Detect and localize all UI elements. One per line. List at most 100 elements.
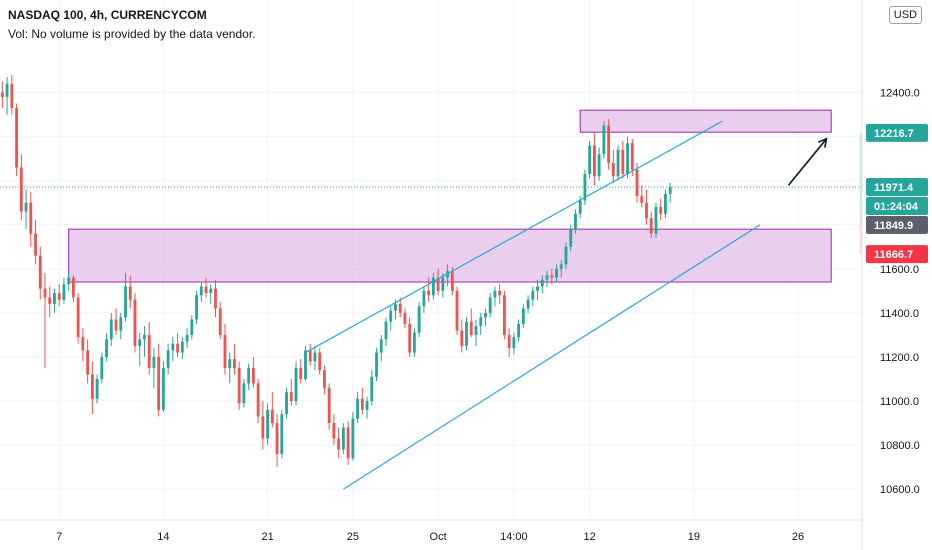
candle-body xyxy=(308,350,312,362)
time-axis[interactable]: 7 14 21 25 Oct 14:00 12 19 26 xyxy=(0,519,862,543)
candle xyxy=(427,277,431,302)
candle xyxy=(526,295,530,313)
candle-body xyxy=(351,418,355,459)
candle xyxy=(460,319,464,353)
candle-body xyxy=(389,310,393,322)
channel-lines xyxy=(305,120,828,490)
candle xyxy=(185,328,189,349)
candle xyxy=(398,297,402,318)
time-tick-label: 14:00 xyxy=(500,531,528,543)
target-zone xyxy=(859,132,862,214)
candle-body xyxy=(583,174,587,201)
time-tick-label: 14 xyxy=(157,531,169,543)
candle-body xyxy=(57,293,61,300)
symbol-title[interactable]: NASDAQ 100, 4h, CURRENCYCOM xyxy=(8,8,207,22)
price-labels: 12216.7 11971.4 01:24:04 11849.9 11666.7 xyxy=(866,123,928,264)
candle-body xyxy=(76,297,80,338)
candle-body xyxy=(659,207,663,214)
candle-body xyxy=(422,290,426,307)
candle-body xyxy=(138,339,142,346)
price-tick-label: 11000.0 xyxy=(880,396,919,408)
candle xyxy=(332,414,336,446)
candle xyxy=(209,284,213,305)
candle xyxy=(67,273,71,291)
candle xyxy=(289,378,293,406)
candle-body xyxy=(517,323,521,338)
candle-body xyxy=(531,290,535,300)
candle-body xyxy=(204,286,208,294)
price-label-bg xyxy=(866,215,928,234)
candle-body xyxy=(62,284,66,300)
candle-body xyxy=(574,213,577,230)
candle xyxy=(635,163,639,203)
candle xyxy=(53,288,56,313)
candle xyxy=(531,286,535,307)
candle xyxy=(327,383,331,430)
price-tick-label: 11600.0 xyxy=(880,264,919,276)
candle-body xyxy=(597,154,601,177)
candle-body xyxy=(10,83,14,108)
candle-body xyxy=(48,297,52,305)
time-tick-label: 12 xyxy=(584,531,596,543)
candle-body xyxy=(365,401,369,410)
candle xyxy=(275,414,279,468)
candle xyxy=(574,209,577,234)
candle-body xyxy=(124,286,127,318)
candle xyxy=(488,293,492,318)
candle xyxy=(645,189,648,225)
candle-body xyxy=(654,207,658,234)
channel-upper-line xyxy=(305,120,723,354)
candle xyxy=(81,328,85,362)
candle xyxy=(29,191,33,247)
candle xyxy=(161,361,165,413)
candle-body xyxy=(24,202,28,212)
candle xyxy=(365,396,369,419)
candle-body xyxy=(128,286,132,300)
candle xyxy=(251,356,255,388)
price-axis[interactable]: 10600.0 10800.0 11000.0 11200.0 11400.0 11600… xyxy=(861,0,932,550)
candle-body xyxy=(0,92,4,97)
candle xyxy=(138,332,142,366)
candle-body xyxy=(247,367,251,384)
candle xyxy=(616,145,620,181)
price-label-text: 01:24:04 xyxy=(874,201,919,213)
candle xyxy=(346,420,350,465)
candle-body xyxy=(488,297,492,313)
candle-body xyxy=(53,293,56,305)
volume-note: Vol: No volume is provided by the data v… xyxy=(8,27,256,41)
candle xyxy=(124,273,127,322)
time-tick-label: 21 xyxy=(261,531,273,543)
candle xyxy=(341,423,345,454)
candle-body xyxy=(228,359,232,368)
price-label: 11971.4 xyxy=(866,177,928,196)
candle-body xyxy=(540,279,544,287)
candle xyxy=(583,169,587,205)
candle-body xyxy=(436,277,440,291)
candle-body xyxy=(379,339,383,353)
candle-body xyxy=(635,169,639,197)
candle-body xyxy=(507,334,511,349)
currency-button[interactable]: USD xyxy=(888,6,922,24)
arrow-line xyxy=(787,138,828,186)
time-tick-label: 19 xyxy=(688,531,700,543)
candle-body xyxy=(621,149,625,175)
candle xyxy=(166,343,170,375)
candle xyxy=(360,387,364,415)
candle-body xyxy=(304,350,307,379)
candle-body xyxy=(5,83,9,97)
candle-body xyxy=(34,233,37,256)
candle-body xyxy=(233,359,236,368)
candle xyxy=(375,348,378,382)
candle-body xyxy=(166,350,170,368)
candle xyxy=(304,345,307,382)
candle-body xyxy=(607,125,611,164)
candle-body xyxy=(223,334,227,368)
candle xyxy=(218,301,222,340)
candle xyxy=(233,343,236,375)
candle-body xyxy=(431,277,435,296)
candle xyxy=(498,284,502,305)
price-label-bg xyxy=(866,245,928,264)
candle xyxy=(602,121,606,159)
candle xyxy=(545,271,549,287)
